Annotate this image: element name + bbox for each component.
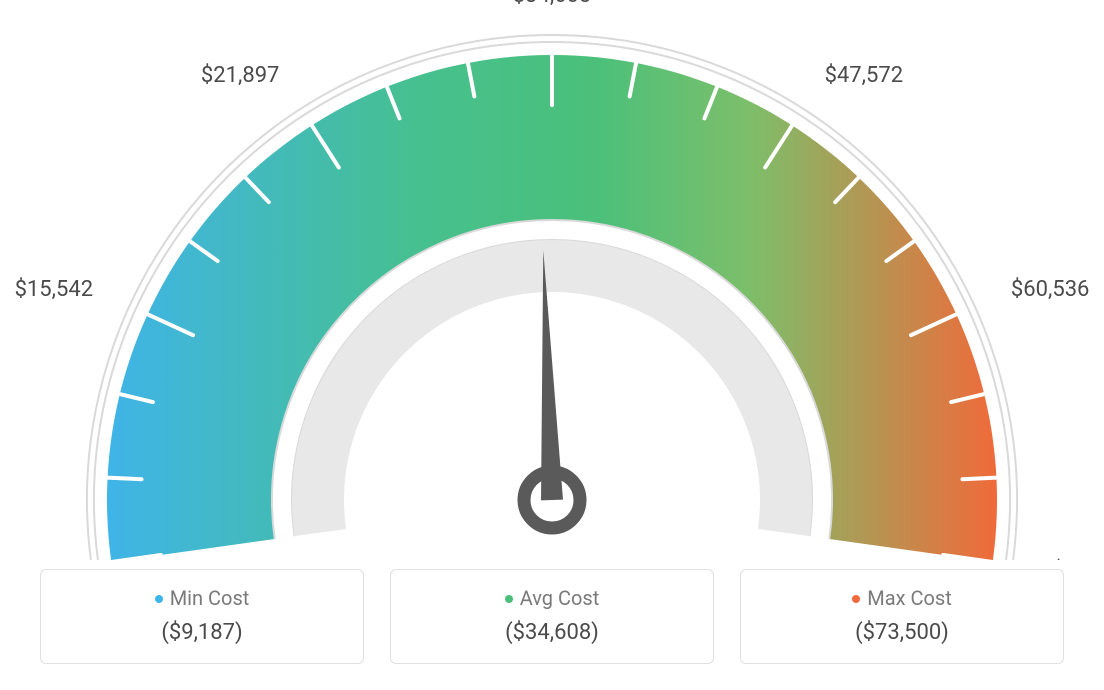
gauge-tick-label: $73,500: [1052, 558, 1104, 560]
gauge-tick-label: $9,187: [0, 558, 52, 560]
gauge-tick-label: $47,572: [825, 63, 904, 88]
min-cost-title: Min Cost: [51, 586, 353, 610]
avg-cost-card: Avg Cost ($34,608): [390, 569, 714, 664]
avg-cost-label: Avg Cost: [520, 586, 600, 610]
max-cost-title: Max Cost: [751, 586, 1053, 610]
min-cost-card: Min Cost ($9,187): [40, 569, 364, 664]
max-dot-icon: [852, 595, 860, 603]
avg-cost-title: Avg Cost: [401, 586, 703, 610]
gauge-chart: $9,187 $15,542 $21,897 $34,608 $47,572 $60,53…: [0, 0, 1104, 560]
max-cost-card: Max Cost ($73,500): [740, 569, 1064, 664]
summary-cards: Min Cost ($9,187) Avg Cost ($34,608) Max…: [40, 569, 1064, 664]
gauge-tick-label: $60,536: [1011, 277, 1090, 302]
gauge-tick-label: $34,608: [513, 0, 592, 8]
min-cost-value: ($9,187): [51, 620, 353, 645]
gauge-tick-label: $15,542: [15, 277, 94, 302]
max-cost-label: Max Cost: [867, 586, 952, 610]
avg-dot-icon: [505, 595, 513, 603]
min-dot-icon: [155, 595, 163, 603]
min-cost-label: Min Cost: [170, 586, 250, 610]
max-cost-value: ($73,500): [751, 620, 1053, 645]
gauge-tick-label: $21,897: [201, 63, 280, 88]
avg-cost-value: ($34,608): [401, 620, 703, 645]
